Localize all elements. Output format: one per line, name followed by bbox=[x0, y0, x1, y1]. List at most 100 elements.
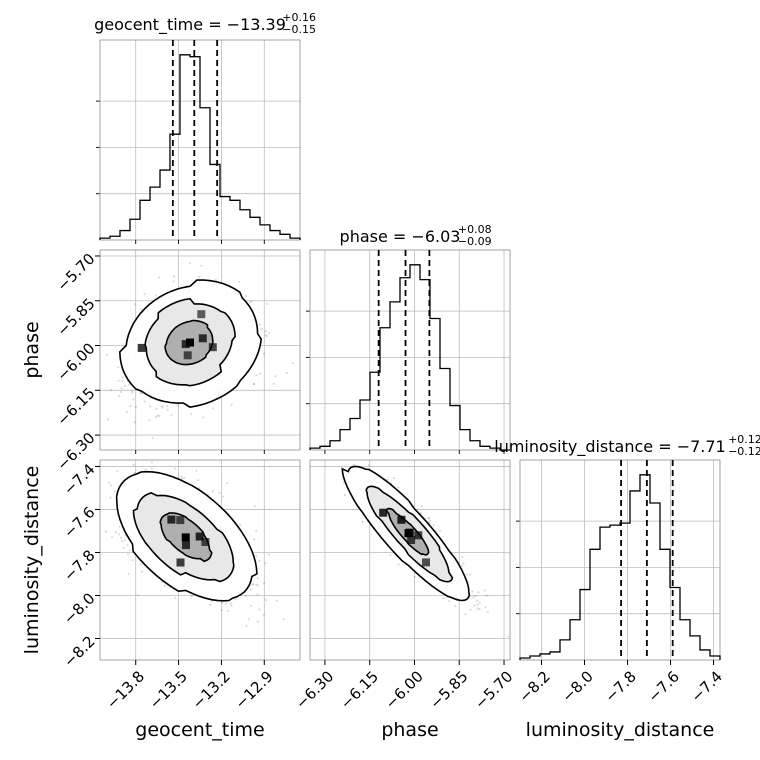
scatter-point bbox=[188, 261, 192, 265]
scatter-point bbox=[249, 588, 252, 591]
density-cell bbox=[422, 558, 430, 567]
x-axis-label-phase: phase bbox=[381, 719, 438, 741]
scatter-point bbox=[126, 553, 130, 556]
density-cell bbox=[414, 531, 423, 540]
scatter-point bbox=[253, 504, 256, 507]
scatter-point bbox=[133, 471, 136, 475]
scatter-point bbox=[484, 606, 487, 609]
scatter-point bbox=[117, 366, 120, 369]
scatter-point bbox=[163, 584, 166, 587]
scatter-point bbox=[448, 600, 451, 603]
x-tick-label-luminosity_distance: −7.8 bbox=[601, 667, 639, 705]
hist-bar-geocent_time-14 bbox=[240, 210, 250, 240]
scatter-point bbox=[245, 625, 248, 628]
x-axis-label-luminosity_distance: luminosity_distance bbox=[526, 719, 715, 741]
hist-bar-luminosity_distance-4 bbox=[560, 640, 570, 660]
scatter-point bbox=[476, 603, 479, 606]
scatter-point bbox=[263, 352, 266, 355]
scatter-point bbox=[462, 562, 465, 565]
scatter-point bbox=[143, 400, 146, 403]
scatter-point bbox=[116, 470, 119, 473]
scatter-point bbox=[120, 536, 123, 540]
histogram-geocent_time bbox=[99, 54, 301, 240]
scatter-point bbox=[266, 302, 269, 305]
scatter-point bbox=[244, 595, 247, 598]
x-tick-label-luminosity_distance: −7.6 bbox=[644, 667, 682, 705]
scatter-point bbox=[227, 609, 230, 613]
scatter-point bbox=[121, 375, 124, 379]
density-cell bbox=[407, 536, 416, 544]
hist-bar-geocent_time-18 bbox=[280, 234, 290, 240]
scatter-point bbox=[466, 573, 469, 576]
hist-bar-phase-3 bbox=[340, 430, 350, 450]
hist-bar-phase-7 bbox=[380, 328, 390, 450]
scatter-point bbox=[220, 609, 223, 612]
scatter-point bbox=[397, 563, 400, 566]
scatter-point bbox=[472, 596, 475, 599]
scatter-point bbox=[256, 577, 259, 580]
scatter-point bbox=[477, 591, 480, 594]
scatter-point bbox=[485, 594, 488, 597]
scatter-point bbox=[234, 598, 237, 601]
scatter-point bbox=[139, 563, 142, 566]
scatter-point bbox=[161, 404, 164, 407]
scatter-point bbox=[413, 575, 416, 579]
scatter-point bbox=[258, 608, 261, 611]
y-tick-label-luminosity_distance: −7.8 bbox=[60, 546, 98, 584]
density-cell bbox=[198, 334, 207, 343]
hist-bar-phase-14 bbox=[450, 406, 460, 450]
hist-bar-geocent_time-17 bbox=[270, 231, 280, 240]
panel-frame-geocent_time-geocent_time bbox=[99, 39, 301, 241]
scatter-point bbox=[255, 529, 258, 533]
scatter-point bbox=[474, 594, 477, 598]
hist-bar-phase-13 bbox=[440, 369, 450, 450]
scatter-point bbox=[111, 536, 114, 539]
scatter-point bbox=[265, 334, 268, 337]
scatter-point bbox=[183, 476, 186, 479]
panel-frame-luminosity_distance-geocent_time bbox=[99, 459, 301, 661]
density-cell bbox=[379, 508, 388, 517]
panel-frame-luminosity_distance-phase bbox=[309, 459, 511, 661]
scatter-point bbox=[222, 495, 225, 498]
scatter-point bbox=[432, 524, 435, 527]
scatter-point bbox=[123, 538, 126, 542]
scatter-point bbox=[113, 490, 116, 493]
scatter-point bbox=[114, 530, 118, 534]
scatter-point bbox=[342, 481, 345, 484]
scatter-point bbox=[197, 479, 200, 482]
scatter-point bbox=[442, 597, 445, 600]
scatter-point bbox=[221, 601, 224, 604]
scatter-point bbox=[471, 590, 474, 593]
histogram-phase bbox=[309, 264, 510, 451]
scatter-point bbox=[129, 549, 132, 552]
scatter-point bbox=[473, 604, 476, 607]
scatter-point bbox=[264, 562, 267, 565]
title-minus: −0.12 bbox=[728, 445, 760, 458]
title-text: luminosity_distance = −7.71 bbox=[494, 437, 725, 457]
scatter-point bbox=[256, 620, 259, 623]
scatter-point bbox=[226, 482, 229, 485]
scatter-point bbox=[285, 371, 288, 375]
scatter-point bbox=[211, 490, 214, 493]
title-minus: −0.15 bbox=[282, 23, 316, 36]
histogram-luminosity_distance bbox=[519, 474, 721, 660]
scatter-point bbox=[173, 467, 177, 470]
scatter-point bbox=[133, 421, 136, 424]
x-tick-label-luminosity_distance: −8.2 bbox=[515, 667, 553, 705]
y-tick-label-phase: −6.00 bbox=[53, 339, 98, 384]
scatter-point bbox=[247, 618, 250, 621]
hist-bar-phase-16 bbox=[470, 441, 480, 450]
hist-bar-phase-2 bbox=[330, 441, 340, 450]
scatter-point bbox=[250, 300, 253, 303]
scatter-point bbox=[198, 275, 201, 279]
scatter-point bbox=[202, 416, 205, 419]
scatter-point bbox=[438, 529, 442, 533]
hist-bar-geocent_time-5 bbox=[150, 187, 160, 240]
scatter-point bbox=[140, 392, 143, 395]
hist-bar-geocent_time-2 bbox=[120, 231, 130, 240]
scatter-point bbox=[166, 405, 169, 408]
scatter-point bbox=[131, 391, 134, 394]
density-peak bbox=[186, 338, 194, 347]
density-peak bbox=[181, 533, 190, 542]
scatter-point bbox=[224, 602, 227, 605]
